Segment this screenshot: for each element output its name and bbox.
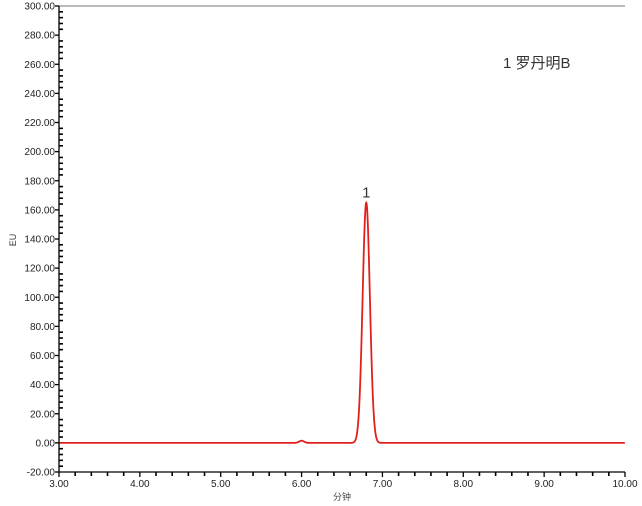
- y-tick-label: 100.00: [24, 293, 55, 304]
- x-tick-label: 10.00: [612, 479, 637, 490]
- x-tick-label: 7.00: [373, 479, 393, 490]
- x-tick-label: 4.00: [130, 479, 150, 490]
- y-tick-label: 260.00: [24, 60, 55, 71]
- x-axis-label: 分钟: [333, 491, 351, 502]
- y-tick-label: 20.00: [30, 409, 55, 420]
- y-tick-label: 40.00: [30, 380, 55, 391]
- y-tick-label: 120.00: [24, 264, 55, 275]
- y-tick-label: 0.00: [36, 438, 56, 449]
- y-tick-label: -20.00: [27, 468, 56, 479]
- legend-entry: 1 罗丹明B: [503, 55, 571, 72]
- y-tick-label: 300.00: [24, 2, 55, 13]
- y-tick-label: 180.00: [24, 176, 55, 187]
- x-tick-label: 5.00: [211, 479, 231, 490]
- x-tick-label: 3.00: [49, 479, 69, 490]
- x-tick-label: 9.00: [534, 479, 554, 490]
- peak-label: 1: [362, 185, 370, 202]
- y-tick-label: 140.00: [24, 235, 55, 246]
- y-tick-label: 160.00: [24, 205, 55, 216]
- y-tick-label: 220.00: [24, 118, 55, 129]
- y-tick-label: 60.00: [30, 351, 55, 362]
- chromatogram-trace: [59, 200, 625, 444]
- y-tick-label: 280.00: [24, 31, 55, 42]
- y-tick-label: 80.00: [30, 322, 55, 333]
- y-tick-label: 240.00: [24, 89, 55, 100]
- y-axis-label: EU: [8, 234, 18, 247]
- x-tick-label: 8.00: [454, 479, 474, 490]
- x-tick-label: 6.00: [292, 479, 312, 490]
- y-tick-label: 200.00: [24, 147, 55, 158]
